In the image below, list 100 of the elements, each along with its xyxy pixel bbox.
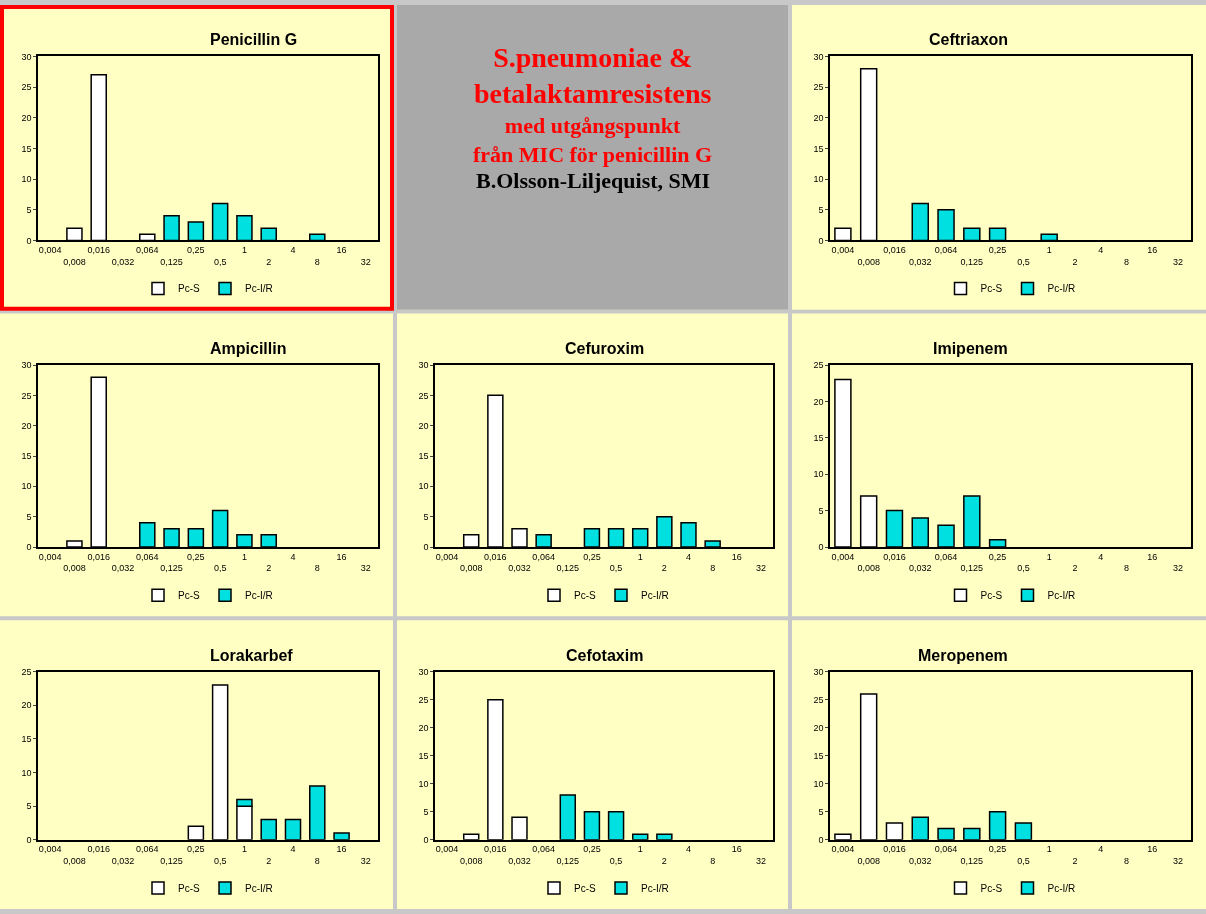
x-tick-label: 32 bbox=[1173, 563, 1184, 574]
y-tick-label: 5 bbox=[423, 806, 429, 817]
legend-label: Pc-I/R bbox=[1047, 882, 1076, 894]
x-tick-label: 0,064 bbox=[934, 551, 958, 562]
x-tick-label: 32 bbox=[1173, 256, 1184, 267]
x-tick-label: 8 bbox=[1124, 256, 1130, 267]
x-tick-label: 0,5 bbox=[1017, 563, 1030, 574]
x-tick-label: 0,008 bbox=[857, 856, 880, 867]
x-tick-label: 0,008 bbox=[63, 256, 86, 267]
y-tick-label: 25 bbox=[813, 694, 824, 705]
x-tick-label: 16 bbox=[1147, 551, 1158, 562]
x-tick-label: 4 bbox=[290, 844, 296, 855]
x-tick-label: 0,25 bbox=[988, 551, 1007, 562]
x-tick-label: 32 bbox=[755, 563, 766, 574]
x-tick-label: 0,008 bbox=[459, 856, 483, 867]
y-tick-label: 5 bbox=[818, 505, 824, 516]
x-tick-label: 16 bbox=[1147, 244, 1158, 255]
x-tick-label: 0,016 bbox=[484, 844, 507, 855]
x-tick-label: 16 bbox=[336, 844, 347, 855]
y-tick-label: 30 bbox=[21, 360, 32, 371]
x-tick-label: 0,064 bbox=[532, 551, 555, 562]
x-tick-label: 2 bbox=[661, 856, 667, 867]
x-tick-label: 8 bbox=[314, 856, 320, 867]
y-tick-label: 5 bbox=[26, 801, 32, 812]
y-tick-label: 20 bbox=[21, 700, 32, 711]
legend-label: Pc-I/R bbox=[245, 283, 273, 295]
x-tick-label: 0,5 bbox=[213, 256, 227, 267]
x-tick-label: 0,008 bbox=[63, 563, 86, 574]
x-tick-label: 1 bbox=[1046, 244, 1052, 255]
x-tick-label: 2 bbox=[266, 256, 272, 267]
x-tick-label: 32 bbox=[1173, 856, 1184, 867]
x-tick-label: 0,008 bbox=[857, 563, 880, 574]
x-tick-label: 0,032 bbox=[508, 563, 531, 574]
y-tick-label: 10 bbox=[418, 481, 429, 492]
x-tick-label: 1 bbox=[241, 244, 247, 255]
x-tick-label: 1 bbox=[241, 844, 247, 855]
chart-title: Ceftriaxon bbox=[929, 31, 1009, 48]
x-tick-label: 2 bbox=[661, 563, 667, 574]
y-tick-label: 10 bbox=[21, 767, 32, 778]
y-tick-label: 5 bbox=[26, 204, 32, 215]
x-tick-label: 0,004 bbox=[435, 844, 459, 855]
y-tick-label: 10 bbox=[418, 778, 429, 789]
x-tick-label: 0,064 bbox=[136, 244, 159, 255]
x-tick-label: 2 bbox=[1072, 256, 1078, 267]
x-tick-label: 8 bbox=[314, 563, 320, 574]
x-tick-label: 2 bbox=[266, 856, 272, 867]
x-tick-label: 0,016 bbox=[883, 844, 906, 855]
x-tick-label: 0,032 bbox=[111, 856, 135, 867]
y-tick-label: 0 bbox=[423, 834, 429, 845]
x-tick-label: 4 bbox=[290, 551, 296, 562]
x-tick-label: 16 bbox=[336, 244, 347, 255]
x-tick-label: 1 bbox=[637, 844, 643, 855]
y-tick-label: 20 bbox=[21, 420, 32, 431]
chart-title: Ampicillin bbox=[210, 340, 287, 357]
x-tick-label: 0,032 bbox=[111, 256, 135, 267]
x-tick-label: 16 bbox=[336, 551, 347, 562]
legend-label: Pc-S bbox=[980, 590, 1003, 602]
x-tick-label: 0,5 bbox=[213, 856, 227, 867]
x-tick-label: 8 bbox=[710, 563, 716, 574]
text: S.pneumoniae & betalaktamresistens bbox=[474, 42, 712, 110]
text: B.Olsson-Liljequist, SMI bbox=[476, 168, 711, 193]
y-tick-label: 10 bbox=[813, 174, 824, 185]
legend-label: Pc-S bbox=[574, 590, 596, 602]
legend-label: Pc-S bbox=[980, 283, 1003, 295]
x-tick-label: 0,5 bbox=[213, 563, 227, 574]
y-tick-label: 20 bbox=[21, 112, 32, 123]
x-tick-label: 0,004 bbox=[435, 551, 459, 562]
y-tick-label: 25 bbox=[813, 82, 824, 93]
y-tick-label: 0 bbox=[26, 542, 32, 553]
x-tick-label: 1 bbox=[1046, 844, 1052, 855]
x-tick-label: 0,016 bbox=[87, 244, 110, 255]
x-tick-label: 16 bbox=[1147, 844, 1158, 855]
y-tick-label: 25 bbox=[21, 390, 32, 401]
x-tick-label: 8 bbox=[314, 256, 320, 267]
x-tick-label: 0,004 bbox=[831, 244, 855, 255]
legend-label: Pc-I/R bbox=[245, 882, 273, 894]
y-tick-label: 30 bbox=[418, 666, 429, 677]
x-tick-label: 8 bbox=[1124, 856, 1130, 867]
y-tick-label: 15 bbox=[21, 143, 32, 154]
x-tick-label: 4 bbox=[1098, 844, 1104, 855]
x-tick-label: 4 bbox=[290, 244, 296, 255]
legend-label: Pc-S bbox=[178, 283, 200, 295]
y-tick-label: 15 bbox=[418, 750, 429, 761]
y-tick-label: 0 bbox=[818, 542, 824, 553]
x-tick-label: 4 bbox=[1098, 551, 1104, 562]
x-tick-label: 0,5 bbox=[1017, 856, 1030, 867]
legend-label: Pc-I/R bbox=[641, 882, 669, 894]
y-tick-label: 20 bbox=[418, 420, 429, 431]
x-tick-label: 32 bbox=[755, 856, 766, 867]
x-tick-label: 0,125 bbox=[960, 563, 984, 574]
legend-label: Pc-I/R bbox=[1047, 590, 1076, 602]
y-tick-label: 15 bbox=[21, 451, 32, 462]
x-tick-label: 2 bbox=[1072, 563, 1078, 574]
x-tick-label: 0,125 bbox=[960, 856, 984, 867]
x-tick-label: 0,064 bbox=[136, 844, 159, 855]
x-tick-label: 4 bbox=[685, 551, 692, 562]
y-tick-label: 0 bbox=[818, 834, 824, 845]
x-tick-label: 0,25 bbox=[988, 844, 1007, 855]
x-tick-label: 0,016 bbox=[484, 551, 507, 562]
y-tick-label: 10 bbox=[813, 469, 824, 480]
